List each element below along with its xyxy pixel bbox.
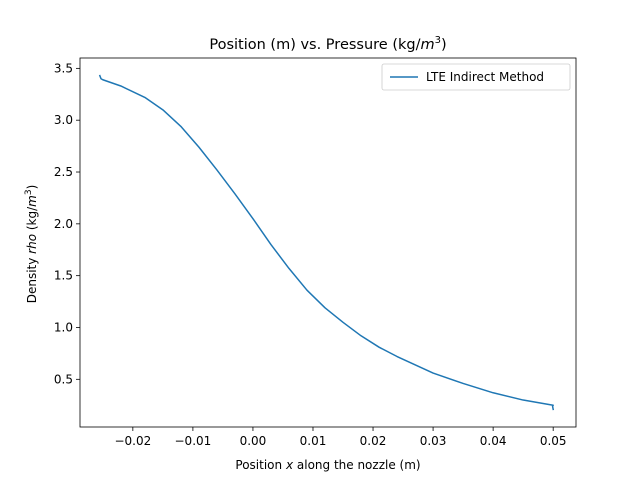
x-tick-label: 0.03 (420, 434, 447, 448)
legend: LTE Indirect Method (381, 63, 571, 91)
y-tick-label: 0.5 (54, 372, 73, 386)
chart-title: Position (m) vs. Pressure (kg/m3) (209, 35, 446, 53)
axes-frame (79, 57, 577, 428)
y-tick-label: 1.5 (54, 269, 73, 283)
x-axis: −0.02 −0.01 0.00 0.01 0.02 0.03 0.04 0.05 (114, 427, 567, 448)
x-tick-label: 0.00 (240, 434, 267, 448)
x-tick-label: 0.04 (480, 434, 507, 448)
y-axis-label: Density rho (kg/m3) (24, 185, 39, 304)
x-tick-label: 0.02 (360, 434, 387, 448)
y-tick-label: 2.0 (54, 217, 73, 231)
x-tick-label: 0.05 (540, 434, 567, 448)
legend-box (381, 63, 571, 91)
y-tick-label: 1.0 (54, 320, 73, 334)
y-axis: 0.5 1.0 1.5 2.0 2.5 3.0 3.5 (54, 61, 80, 386)
series-line-1 (98, 74, 555, 411)
x-axis-label: Position x along the nozzle (m) (235, 458, 420, 472)
y-tick-label: 3.0 (54, 113, 73, 127)
x-tick-label: 0.01 (300, 434, 327, 448)
legend-label: LTE Indirect Method (426, 70, 544, 84)
plot-area (98, 74, 555, 411)
y-tick-label: 2.5 (54, 165, 73, 179)
x-tick-label: −0.02 (114, 434, 151, 448)
x-tick-label: −0.01 (175, 434, 212, 448)
y-tick-label: 3.5 (54, 61, 73, 75)
